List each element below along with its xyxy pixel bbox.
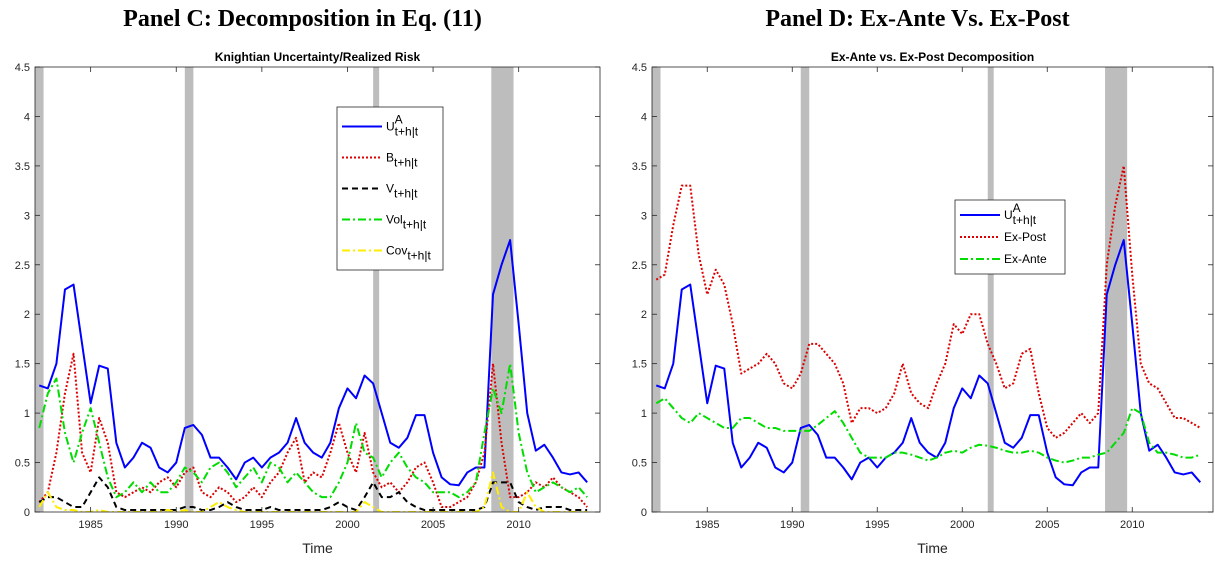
plot-content [652, 67, 1202, 512]
legend-label: Ex-Ante [1004, 252, 1047, 266]
panel: Panel D: Ex-Ante Vs. Ex-Post Ex-Ante vs. … [632, 6, 1214, 556]
legend-label: Cov [386, 244, 407, 258]
y-tick-label: 0.5 [15, 458, 30, 470]
legend-label-sub: t+h|t [395, 125, 419, 139]
x-tick-label: 2005 [1035, 519, 1059, 531]
recession-band [987, 67, 994, 512]
y-tick-label: 2.5 [632, 260, 647, 272]
recession-band [800, 67, 810, 512]
x-tick-label: 1995 [250, 519, 274, 531]
series-line [655, 239, 1202, 487]
y-tick-label: 0 [24, 507, 30, 519]
legend-label: U [1004, 208, 1013, 222]
x-tick-label: 2010 [506, 519, 530, 531]
y-tick-label: 3.5 [632, 161, 647, 173]
legend-label-sub: t+h|t [394, 156, 418, 170]
x-axis-label: Time [302, 540, 333, 556]
y-tick-label: 1 [24, 408, 30, 420]
x-tick-label: 1990 [780, 519, 804, 531]
y-tick-label: 4 [641, 111, 647, 123]
panel: Panel C: Decomposition in Eq. (11) Knight… [15, 6, 601, 556]
y-tick-label: 0 [641, 507, 647, 519]
panel-title: Panel C: Decomposition in Eq. (11) [123, 6, 482, 32]
x-tick-label: 2010 [1120, 519, 1144, 531]
legend-label: V [386, 182, 394, 196]
legend-label-sup: A [1013, 201, 1021, 215]
x-tick-label: 1995 [865, 519, 889, 531]
y-tick-label: 4.5 [15, 62, 30, 74]
x-tick-label: 2000 [950, 519, 974, 531]
y-tick-label: 1 [641, 408, 647, 420]
panel-title: Panel D: Ex-Ante Vs. Ex-Post [765, 6, 1069, 32]
y-tick-label: 3 [641, 210, 647, 222]
series-line [38, 352, 588, 509]
legend-label: B [386, 151, 394, 165]
y-tick-label: 0.5 [632, 458, 647, 470]
x-tick-label: 1990 [164, 519, 188, 531]
y-tick-label: 4 [24, 111, 30, 123]
series-line [655, 397, 1201, 464]
legend-label-sub: t+h|t [407, 249, 431, 263]
y-tick-label: 1.5 [632, 359, 647, 371]
x-tick-label: 2000 [335, 519, 359, 531]
legend-label-sub: t+h|t [1013, 213, 1037, 227]
series-line [655, 164, 1201, 439]
axes-box [651, 66, 1214, 513]
legend-label-sub: t+h|t [403, 218, 427, 232]
legend: U At+h|t Ex-Post Ex-Ante [954, 199, 1066, 275]
x-tick-label: 1985 [78, 519, 102, 531]
y-tick-label: 4.5 [632, 62, 647, 74]
legend-label: Vol [386, 213, 403, 227]
y-tick-label: 1.5 [15, 359, 30, 371]
recession-band [491, 67, 514, 512]
legend-label: Ex-Post [1004, 230, 1047, 244]
chart-title: Ex-Ante vs. Ex-Post Decomposition [831, 50, 1034, 64]
legend-label-sub: t+h|t [394, 187, 418, 201]
y-tick-label: 3 [24, 210, 30, 222]
x-tick-label: 1985 [695, 519, 719, 531]
recession-band [35, 67, 44, 512]
legend-label: U [386, 120, 395, 134]
y-tick-label: 2 [24, 309, 30, 321]
x-tick-label: 2005 [421, 519, 445, 531]
recession-band [184, 67, 194, 512]
x-axis-label: Time [917, 540, 948, 556]
recession-band [652, 67, 661, 512]
y-tick-label: 2.5 [15, 260, 30, 272]
plot-content [35, 67, 588, 512]
y-tick-label: 2 [641, 309, 647, 321]
series-line [38, 362, 588, 499]
recession-band [373, 67, 380, 512]
y-tick-label: 3.5 [15, 161, 30, 173]
axes-box [34, 66, 601, 513]
chart-title: Knightian Uncertainty/Realized Risk [215, 50, 421, 64]
series-line [38, 239, 588, 487]
recession-band [1105, 67, 1128, 512]
legend-label-sup: A [395, 113, 403, 127]
